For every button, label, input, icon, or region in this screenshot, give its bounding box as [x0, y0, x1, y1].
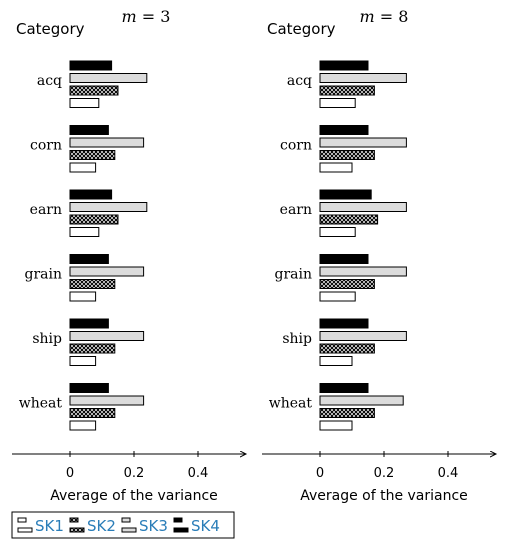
- bar-grain-sk4: [319, 254, 369, 264]
- x-tick-label: 0.2: [124, 466, 145, 481]
- bar-acq-sk1: [69, 98, 100, 108]
- x-axis-label: Average of the variance: [50, 488, 218, 504]
- bar-wheat-sk3: [319, 395, 404, 406]
- bar-wheat-sk2: [69, 408, 116, 418]
- legend-frame: [11, 511, 235, 539]
- bar-grain-sk1: [69, 291, 97, 302]
- bar-earn-sk1: [69, 227, 100, 237]
- bar-earn-sk4: [69, 189, 113, 200]
- bar-corn-sk2: [319, 150, 375, 160]
- x-ticks: 0 0.2 0.4: [316, 451, 458, 481]
- bar-grain-sk3: [69, 266, 145, 277]
- x-ticks: 0 0.2 0.4: [66, 451, 208, 481]
- bar-wheat-sk4: [319, 383, 369, 393]
- bar-ship-sk2: [69, 343, 116, 354]
- chart-panel-m8: m = 8 Category Average of the variance a…: [262, 7, 496, 504]
- bar-ship-sk3: [69, 331, 145, 341]
- y-axis-label: Category: [267, 20, 336, 38]
- bar-grain-sk3: [319, 266, 407, 277]
- category-labels: acq corn earn grain ship wheat: [19, 73, 63, 412]
- bar-earn-sk2: [319, 214, 379, 225]
- category-label-corn: corn: [280, 138, 312, 154]
- legend-item-sk4: SK4: [173, 517, 220, 535]
- category-label-acq: acq: [287, 73, 312, 89]
- bar-acq-sk2: [319, 85, 375, 96]
- legend-swatch-sk1: [17, 517, 33, 533]
- legend-label-sk1: SK1: [35, 517, 64, 535]
- chart-title-var: m: [360, 7, 375, 26]
- bar-wheat-sk4: [69, 383, 109, 393]
- x-tick-label: 0.4: [438, 466, 459, 481]
- bar-grain-sk1: [319, 291, 356, 302]
- bar-acq-sk3: [69, 73, 148, 83]
- x-tick-label: 0: [316, 466, 324, 481]
- category-label-ship: ship: [282, 331, 312, 347]
- category-labels: acq corn earn grain ship wheat: [269, 73, 313, 412]
- category-label-wheat: wheat: [269, 396, 313, 412]
- legend: SK1 SK2 SK3 SK4: [11, 511, 235, 539]
- bar-corn-sk4: [319, 125, 369, 135]
- category-label-acq: acq: [37, 73, 62, 89]
- y-axis-label: Category: [16, 20, 85, 38]
- bar-corn-sk2: [69, 150, 116, 160]
- bars-group: [319, 60, 407, 431]
- legend-swatch-sk2: [69, 517, 85, 533]
- category-label-earn: earn: [30, 202, 62, 218]
- bar-corn-sk3: [69, 137, 145, 148]
- legend-item-sk2: SK2: [69, 517, 116, 535]
- x-tick-label: 0.2: [374, 466, 395, 481]
- x-tick-label: 0: [66, 466, 74, 481]
- bar-earn-sk1: [319, 227, 356, 237]
- legend-label-sk3: SK3: [139, 517, 168, 535]
- legend-label-sk2: SK2: [87, 517, 116, 535]
- bar-acq-sk4: [69, 60, 113, 71]
- bar-wheat-sk3: [69, 395, 145, 406]
- bar-grain-sk2: [319, 279, 375, 289]
- bar-ship-sk3: [319, 331, 407, 341]
- bar-wheat-sk1: [319, 420, 353, 431]
- bar-wheat-sk2: [319, 408, 375, 418]
- category-label-wheat: wheat: [19, 396, 63, 412]
- chart-title-value: = 8: [375, 7, 409, 26]
- bar-acq-sk4: [319, 60, 369, 71]
- category-label-ship: ship: [32, 331, 62, 347]
- bar-grain-sk2: [69, 279, 116, 289]
- category-label-grain: grain: [25, 267, 63, 283]
- bar-earn-sk2: [69, 214, 119, 225]
- bar-grain-sk4: [69, 254, 109, 264]
- bar-earn-sk3: [319, 202, 407, 212]
- bar-corn-sk1: [319, 162, 353, 173]
- bar-acq-sk2: [69, 85, 119, 96]
- chart-title: m = 8: [360, 7, 409, 26]
- legend-swatch-sk4: [173, 517, 189, 533]
- bar-corn-sk4: [69, 125, 109, 135]
- legend-label-sk4: SK4: [191, 517, 220, 535]
- x-axis-label: Average of the variance: [300, 488, 468, 504]
- chart-title-var: m: [122, 7, 137, 26]
- legend-item-sk3: SK3: [121, 517, 168, 535]
- chart-title-value: = 3: [137, 7, 171, 26]
- chart-title: m = 3: [122, 7, 171, 26]
- bar-earn-sk4: [319, 189, 372, 200]
- bar-ship-sk2: [319, 343, 375, 354]
- bar-acq-sk1: [319, 98, 356, 108]
- bar-ship-sk1: [319, 356, 353, 366]
- category-label-grain: grain: [275, 267, 313, 283]
- category-label-corn: corn: [30, 138, 62, 154]
- x-tick-label: 0.4: [188, 466, 209, 481]
- bar-ship-sk4: [319, 318, 369, 329]
- bar-acq-sk3: [319, 73, 407, 83]
- bar-corn-sk1: [69, 162, 97, 173]
- chart-panel-m3: m = 3 Category Average of the variance a…: [12, 7, 246, 504]
- bar-wheat-sk1: [69, 420, 97, 431]
- bar-earn-sk3: [69, 202, 148, 212]
- category-label-earn: earn: [280, 202, 312, 218]
- legend-swatch-sk3: [121, 517, 137, 533]
- legend-item-sk1: SK1: [17, 517, 64, 535]
- bars-group: [69, 60, 148, 431]
- bar-corn-sk3: [319, 137, 407, 148]
- bar-ship-sk1: [69, 356, 97, 366]
- bar-ship-sk4: [69, 318, 109, 329]
